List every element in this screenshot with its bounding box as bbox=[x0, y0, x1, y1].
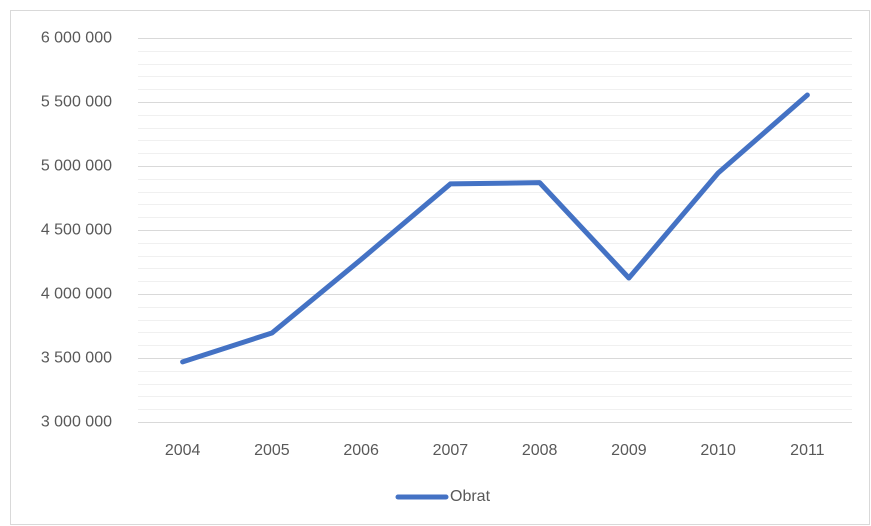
x-tick-label: 2011 bbox=[790, 442, 825, 459]
y-tick-label: 5 500 000 bbox=[41, 94, 112, 111]
y-tick-label: 6 000 000 bbox=[41, 30, 112, 47]
y-tick-label: 4 500 000 bbox=[41, 222, 112, 239]
y-tick-label: 3 500 000 bbox=[41, 350, 112, 367]
x-tick-label: 2010 bbox=[700, 442, 736, 459]
series-line bbox=[180, 92, 810, 365]
chart-frame bbox=[10, 10, 870, 525]
x-tick-label: 2004 bbox=[165, 442, 201, 459]
x-tick-label: 2007 bbox=[433, 442, 469, 459]
y-tick-label: 3 000 000 bbox=[41, 414, 112, 431]
x-tick-label: 2009 bbox=[611, 442, 647, 459]
x-tick-label: 2005 bbox=[254, 442, 290, 459]
x-tick-label: 2008 bbox=[522, 442, 558, 459]
legend-label: Obrat bbox=[450, 488, 491, 505]
x-tick-label: 2006 bbox=[343, 442, 379, 459]
y-tick-label: 4 000 000 bbox=[41, 286, 112, 303]
y-tick-label: 5 000 000 bbox=[41, 158, 112, 175]
